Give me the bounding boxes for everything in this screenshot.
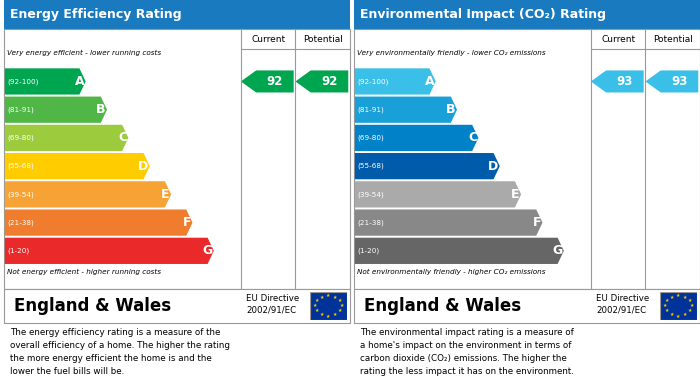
Text: ★: ★: [326, 314, 330, 319]
Text: (55-68): (55-68): [358, 163, 384, 169]
Text: ★: ★: [326, 293, 330, 298]
Text: Current: Current: [601, 34, 635, 43]
Text: ★: ★: [315, 308, 319, 314]
Text: E: E: [161, 188, 170, 201]
Text: Potential: Potential: [303, 34, 343, 43]
Text: ★: ★: [687, 298, 692, 303]
Polygon shape: [355, 238, 564, 264]
Text: (39-54): (39-54): [358, 191, 384, 197]
Text: EU Directive
2002/91/EC: EU Directive 2002/91/EC: [596, 294, 650, 315]
Text: D: D: [138, 160, 148, 173]
Polygon shape: [5, 210, 193, 236]
Polygon shape: [355, 125, 478, 151]
Text: England & Wales: England & Wales: [364, 297, 521, 315]
Text: ★: ★: [337, 298, 342, 303]
Text: 93: 93: [671, 75, 687, 88]
Polygon shape: [591, 70, 644, 93]
Text: Not environmentally friendly - higher CO₂ emissions: Not environmentally friendly - higher CO…: [357, 269, 545, 274]
Text: ★: ★: [676, 314, 680, 319]
Polygon shape: [355, 153, 500, 179]
Text: F: F: [533, 216, 541, 229]
Text: (55-68): (55-68): [8, 163, 34, 169]
Text: (69-80): (69-80): [358, 135, 384, 141]
Text: ★: ★: [332, 295, 337, 300]
Text: ★: ★: [663, 303, 667, 308]
Text: ★: ★: [676, 293, 680, 298]
Text: ★: ★: [682, 295, 687, 300]
Text: (21-38): (21-38): [8, 219, 34, 226]
Text: Very energy efficient - lower running costs: Very energy efficient - lower running co…: [7, 50, 161, 56]
Text: ★: ★: [665, 308, 669, 314]
Text: (81-91): (81-91): [8, 106, 34, 113]
Text: C: C: [118, 131, 127, 144]
Text: (92-100): (92-100): [8, 78, 39, 85]
Text: Energy Efficiency Rating: Energy Efficiency Rating: [10, 8, 182, 21]
Text: (92-100): (92-100): [358, 78, 389, 85]
Text: The environmental impact rating is a measure of
a home's impact on the environme: The environmental impact rating is a mea…: [360, 328, 574, 376]
Text: ★: ★: [340, 303, 344, 308]
Text: ★: ★: [682, 312, 687, 317]
Text: Not energy efficient - higher running costs: Not energy efficient - higher running co…: [7, 269, 161, 274]
Text: C: C: [468, 131, 477, 144]
Polygon shape: [295, 70, 349, 93]
Text: F: F: [183, 216, 191, 229]
Polygon shape: [355, 210, 542, 236]
Text: (39-54): (39-54): [8, 191, 34, 197]
Polygon shape: [355, 181, 521, 208]
Text: (21-38): (21-38): [358, 219, 384, 226]
Text: ★: ★: [665, 298, 669, 303]
Text: The energy efficiency rating is a measure of the
overall efficiency of a home. T: The energy efficiency rating is a measur…: [10, 328, 230, 376]
Text: E: E: [511, 188, 520, 201]
Polygon shape: [5, 125, 128, 151]
Text: EU Directive
2002/91/EC: EU Directive 2002/91/EC: [246, 294, 300, 315]
Text: Very environmentally friendly - lower CO₂ emissions: Very environmentally friendly - lower CO…: [357, 50, 545, 56]
Text: ★: ★: [690, 303, 694, 308]
Text: Potential: Potential: [653, 34, 693, 43]
Text: ★: ★: [332, 312, 337, 317]
Polygon shape: [241, 70, 294, 93]
Text: Environmental Impact (CO₂) Rating: Environmental Impact (CO₂) Rating: [360, 8, 606, 21]
Text: England & Wales: England & Wales: [14, 297, 171, 315]
Polygon shape: [5, 68, 85, 95]
Text: A: A: [75, 75, 84, 88]
Text: G: G: [202, 244, 213, 257]
Polygon shape: [5, 181, 171, 208]
Text: D: D: [488, 160, 498, 173]
Text: B: B: [96, 103, 106, 116]
Text: Current: Current: [251, 34, 285, 43]
Text: ★: ★: [670, 312, 674, 317]
Text: ★: ★: [313, 303, 317, 308]
Text: G: G: [552, 244, 563, 257]
Text: (81-91): (81-91): [358, 106, 384, 113]
Text: ★: ★: [337, 308, 342, 314]
Text: B: B: [446, 103, 456, 116]
Text: (1-20): (1-20): [8, 248, 30, 254]
Polygon shape: [5, 153, 150, 179]
Polygon shape: [355, 68, 435, 95]
Text: ★: ★: [687, 308, 692, 314]
Text: ★: ★: [315, 298, 319, 303]
Text: ★: ★: [320, 312, 324, 317]
Polygon shape: [5, 97, 107, 123]
Text: ★: ★: [320, 295, 324, 300]
Polygon shape: [645, 70, 699, 93]
Text: A: A: [425, 75, 434, 88]
Text: ★: ★: [670, 295, 674, 300]
Text: (1-20): (1-20): [358, 248, 380, 254]
Text: 93: 93: [617, 75, 633, 88]
Text: (69-80): (69-80): [8, 135, 34, 141]
Text: 92: 92: [321, 75, 337, 88]
Text: 92: 92: [267, 75, 283, 88]
Polygon shape: [5, 238, 214, 264]
Polygon shape: [355, 97, 457, 123]
